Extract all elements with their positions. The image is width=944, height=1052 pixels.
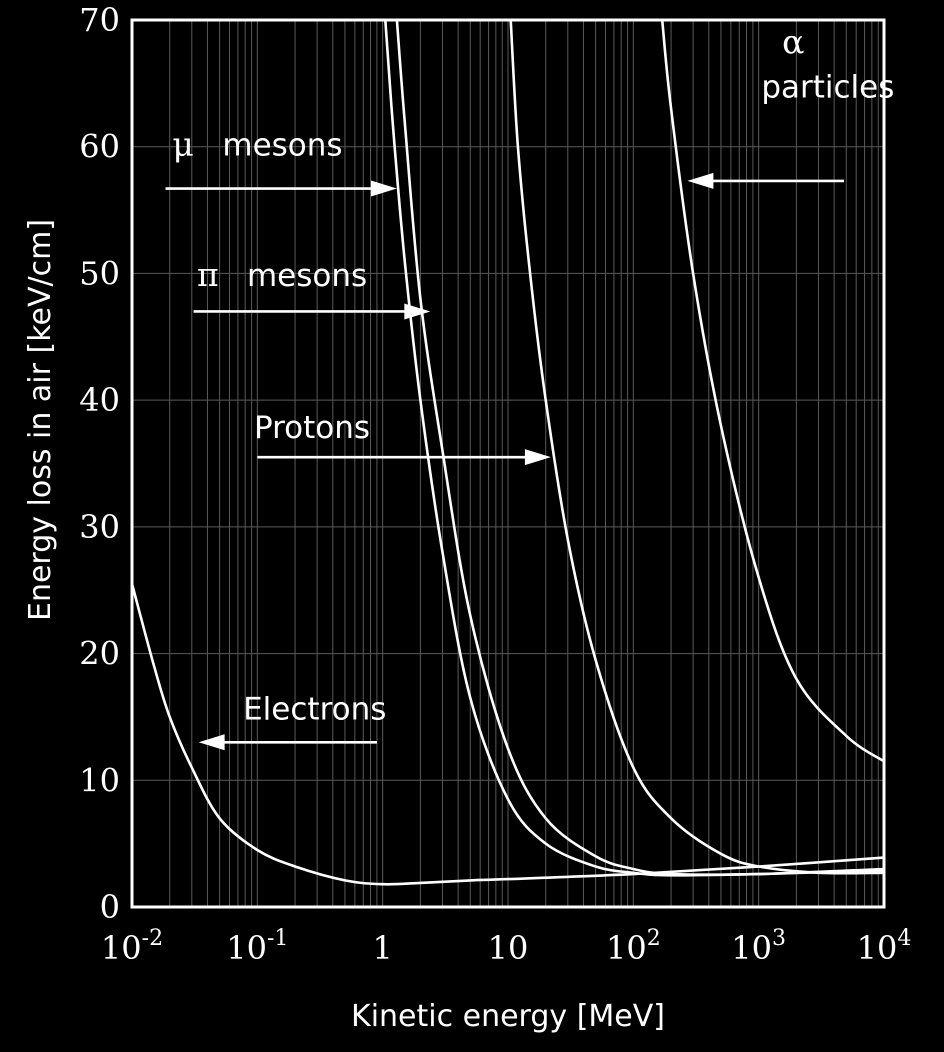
annotation-label: mesons xyxy=(222,128,342,164)
annotation-symbol: π xyxy=(197,255,219,294)
annotation-proton: Protons xyxy=(254,410,551,466)
x-tick-label: 104 xyxy=(857,926,912,967)
x-tick-label: 1 xyxy=(372,929,392,967)
x-tick-label: 103 xyxy=(731,926,786,967)
x-tick-label: 10-2 xyxy=(101,926,163,967)
grid xyxy=(131,19,885,908)
x-tick-label: 102 xyxy=(606,926,661,967)
curve-mesons xyxy=(384,19,885,877)
plot-frame xyxy=(130,18,886,909)
annotation-label: Electrons xyxy=(243,691,386,727)
x-axis-title: Kinetic energy [MeV] xyxy=(351,999,665,1034)
annotation-electron: Electrons xyxy=(198,691,386,751)
annotation-label: particles xyxy=(761,69,894,105)
y-tick-label: 60 xyxy=(79,128,120,166)
y-tick-label: 0 xyxy=(100,888,120,926)
y-tick-label: 50 xyxy=(79,254,120,292)
x-tick-label: 10 xyxy=(488,929,529,967)
curve-mesons xyxy=(395,19,885,876)
annotation-label: mesons xyxy=(247,258,367,294)
y-tick-label: 40 xyxy=(79,381,120,419)
arrow-head xyxy=(687,172,714,189)
y-tick-label: 20 xyxy=(79,635,120,673)
annotation-label: Protons xyxy=(254,410,370,446)
y-tick-label: 70 xyxy=(79,1,120,39)
arrow-head xyxy=(404,303,431,320)
annotation-pion: π mesons xyxy=(193,255,431,320)
x-tick-labels: 10-2 10-1 1 10 102 103 104 xyxy=(101,926,911,967)
curve-protons xyxy=(509,19,885,875)
arrow-head xyxy=(198,734,225,751)
annotation-alpha: α particles xyxy=(687,22,894,189)
annotation-muon: μ mesons xyxy=(165,125,397,197)
arrow-head xyxy=(524,449,551,466)
arrow-head xyxy=(370,180,397,197)
y-tick-label: 30 xyxy=(79,508,120,546)
y-tick-labels: 0 10 20 30 40 50 60 70 xyxy=(79,1,120,926)
annotation-symbol: α xyxy=(782,22,804,61)
y-tick-label: 10 xyxy=(79,761,120,799)
data-curves xyxy=(130,19,885,886)
annotation-symbol: μ xyxy=(172,125,193,164)
x-tick-label: 10-1 xyxy=(226,926,288,967)
curve-particles xyxy=(660,19,885,763)
y-axis-title: Energy loss in air [keV/cm] xyxy=(23,219,58,621)
